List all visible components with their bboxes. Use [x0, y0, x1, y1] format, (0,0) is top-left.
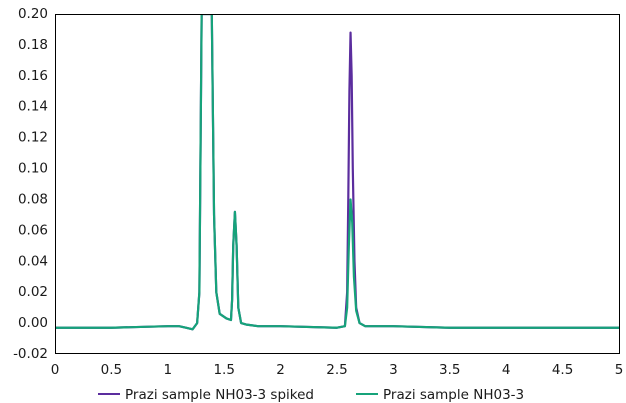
x-tick-label: 4 — [502, 362, 511, 378]
x-tick-label: 1 — [164, 362, 173, 378]
x-tick-label: 0 — [51, 362, 60, 378]
y-tick-label: 0.06 — [18, 222, 48, 238]
y-tick-label: 0.02 — [18, 284, 48, 300]
y-tick-label: 0.00 — [18, 315, 48, 331]
y-tick-label: 0.10 — [18, 161, 48, 177]
x-axis-ticks: 0 0.5 1 1.5 2 2.5 3 3.5 4 4.5 5 — [51, 362, 624, 378]
y-tick-label: 0.16 — [18, 68, 48, 84]
x-tick-label: 2 — [276, 362, 285, 378]
y-axis-ticks: 0.20 0.18 0.16 0.14 0.12 0.10 0.08 0.06 0.04 0.02… — [13, 6, 48, 362]
y-tick-label: 0.08 — [18, 191, 48, 207]
series-layer — [55, 14, 619, 331]
series-line-1 — [55, 14, 619, 331]
series-line-2 — [55, 14, 619, 331]
y-tick-label: -0.02 — [13, 346, 48, 362]
x-tick-label: 1.5 — [213, 362, 234, 378]
x-tick-label: 3 — [389, 362, 398, 378]
y-tick-label: 0.04 — [18, 253, 48, 269]
legend-label-1: Prazi sample NH03-3 spiked — [125, 387, 314, 403]
y-tick-label: 0.12 — [18, 130, 48, 146]
x-tick-label: 4.5 — [552, 362, 573, 378]
x-tick-label: 2.5 — [326, 362, 347, 378]
y-tick-label: 0.14 — [18, 99, 48, 115]
y-tick-label: 0.18 — [18, 37, 48, 53]
y-tick-label: 0.20 — [18, 6, 48, 22]
legend-label-2: Prazi sample NH03-3 — [383, 387, 524, 403]
x-tick-label: 5 — [615, 362, 624, 378]
x-tick-label: 3.5 — [439, 362, 460, 378]
plot-area-frame — [55, 14, 620, 354]
x-tick-label: 0.5 — [101, 362, 122, 378]
legend: Prazi sample NH03-3 spiked Prazi sample N… — [98, 387, 524, 403]
